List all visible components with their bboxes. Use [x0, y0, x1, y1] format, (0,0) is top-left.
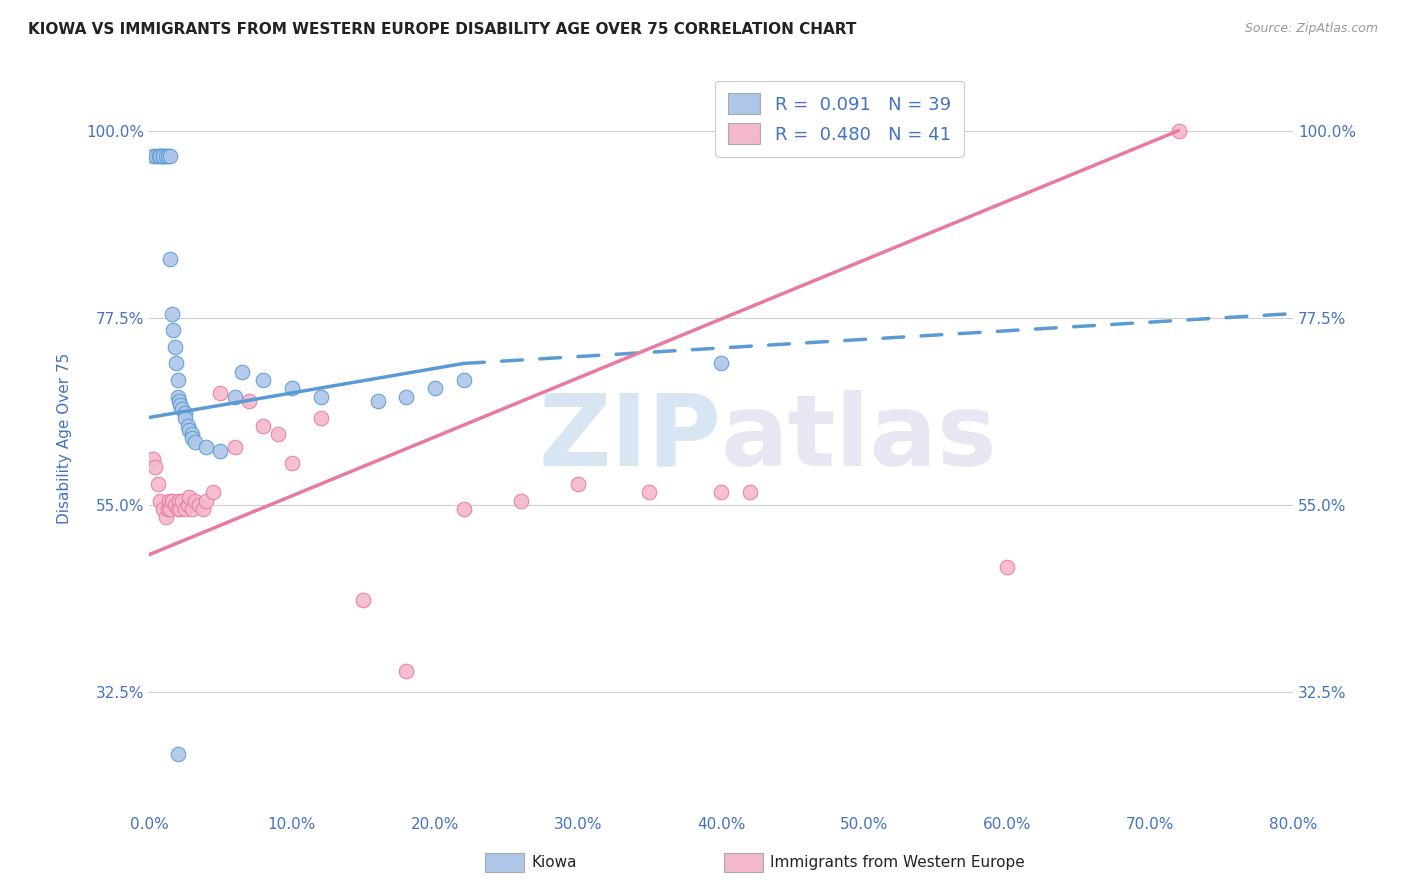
- Point: [173, 502, 195, 516]
- Point: [231, 365, 253, 379]
- Point: [166, 747, 188, 762]
- Point: [180, 427, 202, 442]
- Point: [252, 373, 274, 387]
- Point: [145, 148, 167, 162]
- Point: [395, 390, 418, 404]
- Point: [166, 390, 188, 404]
- Point: [177, 423, 200, 437]
- Point: [180, 431, 202, 445]
- Point: [309, 390, 332, 404]
- Point: [166, 373, 188, 387]
- Point: [738, 485, 761, 500]
- Point: [395, 664, 418, 678]
- Point: [173, 410, 195, 425]
- Point: [149, 148, 172, 162]
- Point: [266, 427, 288, 442]
- Point: [710, 356, 733, 370]
- Point: [453, 373, 475, 387]
- Y-axis label: Disability Age Over 75: Disability Age Over 75: [58, 352, 72, 524]
- Point: [188, 498, 211, 512]
- Point: [155, 148, 177, 162]
- Point: [281, 381, 304, 395]
- Point: [252, 418, 274, 433]
- Point: [638, 485, 661, 500]
- Point: [352, 593, 374, 607]
- Point: [281, 456, 304, 470]
- Point: [152, 502, 174, 516]
- Point: [183, 435, 205, 450]
- Point: [157, 493, 180, 508]
- Point: [176, 498, 198, 512]
- Point: [152, 148, 174, 162]
- Text: atlas: atlas: [721, 390, 998, 487]
- Point: [195, 493, 218, 508]
- Text: ZIP: ZIP: [538, 390, 721, 487]
- Point: [148, 148, 170, 162]
- Legend: R =  0.091   N = 39, R =  0.480   N = 41: R = 0.091 N = 39, R = 0.480 N = 41: [716, 80, 963, 157]
- Point: [166, 502, 188, 516]
- Point: [165, 356, 187, 370]
- Point: [173, 406, 195, 420]
- Point: [453, 502, 475, 516]
- Point: [149, 493, 172, 508]
- Point: [160, 307, 183, 321]
- Point: [152, 148, 174, 162]
- Point: [509, 493, 531, 508]
- Point: [238, 393, 260, 408]
- Point: [176, 418, 198, 433]
- Point: [209, 385, 232, 400]
- Point: [202, 485, 225, 500]
- Point: [309, 410, 332, 425]
- Point: [170, 493, 193, 508]
- Point: [224, 390, 246, 404]
- Point: [142, 452, 165, 467]
- Point: [163, 498, 186, 512]
- Point: [423, 381, 446, 395]
- Point: [180, 502, 202, 516]
- Point: [169, 502, 191, 516]
- Point: [167, 493, 190, 508]
- Point: [995, 560, 1018, 574]
- Point: [160, 493, 183, 508]
- Point: [193, 502, 215, 516]
- Point: [142, 148, 165, 162]
- Point: [163, 340, 186, 354]
- Point: [159, 502, 181, 516]
- Text: Kiowa: Kiowa: [531, 855, 576, 870]
- Point: [169, 398, 191, 412]
- Point: [195, 440, 218, 454]
- Point: [224, 440, 246, 454]
- Point: [177, 490, 200, 504]
- Point: [183, 493, 205, 508]
- Point: [155, 510, 177, 524]
- Point: [143, 460, 166, 475]
- Point: [156, 148, 179, 162]
- Point: [209, 443, 232, 458]
- Point: [156, 502, 179, 516]
- Point: [146, 477, 169, 491]
- Point: [567, 477, 589, 491]
- Point: [1167, 123, 1189, 137]
- Point: [162, 323, 184, 337]
- Text: KIOWA VS IMMIGRANTS FROM WESTERN EUROPE DISABILITY AGE OVER 75 CORRELATION CHART: KIOWA VS IMMIGRANTS FROM WESTERN EUROPE …: [28, 22, 856, 37]
- Point: [710, 485, 733, 500]
- Point: [159, 252, 181, 267]
- Point: [167, 393, 190, 408]
- Text: Immigrants from Western Europe: Immigrants from Western Europe: [770, 855, 1025, 870]
- Point: [170, 402, 193, 417]
- Point: [367, 393, 389, 408]
- Point: [159, 148, 181, 162]
- Text: Source: ZipAtlas.com: Source: ZipAtlas.com: [1244, 22, 1378, 36]
